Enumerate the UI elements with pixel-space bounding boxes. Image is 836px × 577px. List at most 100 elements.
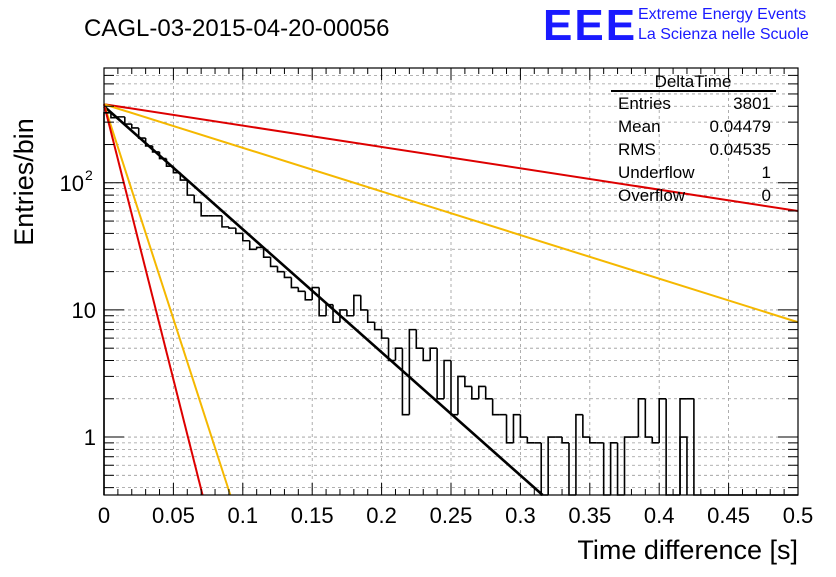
histogram-bin (325, 303, 334, 316)
x-tick-label: 0.1 (228, 503, 259, 528)
histogram-bin (623, 436, 632, 495)
histogram-bin (110, 112, 118, 119)
histogram-bin (221, 215, 229, 228)
histogram-bin (429, 347, 438, 361)
histogram-bin (137, 127, 146, 139)
histogram-bin (484, 386, 493, 400)
x-tick-label: 0.35 (568, 503, 611, 528)
histogram-bin (443, 359, 451, 399)
histogram-bin (401, 348, 410, 416)
histogram-bin (366, 309, 375, 324)
y-tick-label: 10 (72, 298, 96, 323)
fit-curve (103, 103, 799, 212)
histogram-bin (471, 386, 479, 400)
x-tick-label: 0.05 (152, 503, 195, 528)
histogram-bin (200, 202, 209, 217)
histogram-bin (658, 397, 667, 443)
stats-label-overflow: Overflow (618, 186, 686, 205)
histogram-bin (158, 151, 167, 160)
stats-label-underflow: Underflow (618, 163, 695, 182)
chart-title: CAGL-03-2015-04-20-00056 (84, 15, 390, 42)
histogram-bin (616, 442, 625, 496)
histogram-bin (276, 266, 285, 273)
grid (104, 68, 798, 495)
histogram-bin (589, 437, 597, 444)
histogram-bin (679, 397, 687, 495)
eee-logo-mark: EEE (543, 1, 637, 50)
fit-curve (103, 103, 799, 324)
histogram-bin (457, 375, 465, 415)
histogram-bin (380, 329, 389, 339)
axis-ticks: 0 0.05 0.1 0.15 0.2 0.25 0.3 0.35 0.4 0.45 0.51101… (60, 68, 814, 528)
histogram-bin (186, 180, 195, 196)
stats-value-underflow: 1 (762, 163, 771, 182)
histogram-bin (491, 398, 500, 416)
histogram-bin (665, 398, 674, 496)
histogram-bin (547, 436, 556, 495)
histogram-bin (339, 309, 347, 323)
histogram-bin (505, 414, 514, 444)
x-tick-label: 0 (98, 503, 110, 528)
histogram-bin (255, 246, 264, 250)
x-tick-label: 0.5 (783, 503, 814, 528)
histogram-bin (415, 329, 424, 349)
histogram-bin (332, 304, 340, 324)
logo-line-1: Extreme Energy Events (638, 6, 806, 23)
histogram-bin (179, 172, 188, 181)
histogram-bin (269, 257, 278, 268)
x-tick-label: 0.4 (644, 503, 675, 528)
histogram-bin (387, 338, 396, 362)
stats-title: DeltaTime (655, 72, 732, 91)
histogram-bin (353, 294, 361, 316)
histogram-bin (609, 442, 618, 495)
histogram-bin (637, 397, 646, 438)
y-tick-label-exponent: 2 (85, 167, 93, 183)
histogram-bin (408, 328, 417, 415)
histogram-bin (318, 287, 327, 317)
histogram-bin (575, 413, 583, 495)
histogram-bin (651, 437, 660, 444)
histogram-bin (283, 271, 292, 279)
fit-curve (103, 103, 204, 496)
histogram-bin (644, 398, 653, 438)
histogram-bin (526, 437, 535, 444)
histogram-bin (117, 116, 125, 118)
histogram-bin (130, 124, 139, 129)
histogram-bin (103, 112, 111, 495)
histogram-bin (359, 295, 368, 311)
histogram-bin (165, 158, 174, 168)
x-axis-label: Time difference [s] (577, 535, 798, 565)
histogram-bin (346, 309, 354, 317)
x-tick-label: 0.2 (366, 503, 397, 528)
stats-value-overflow: 0 (762, 186, 771, 205)
histogram-bin (679, 436, 688, 495)
histogram-bin (193, 195, 202, 204)
histogram-bin (172, 166, 181, 174)
fit-curves (103, 103, 799, 496)
stats-box: DeltaTime Entries 3801 Mean 0.04479 RMS … (611, 72, 776, 205)
histogram-bin (519, 414, 528, 438)
x-tick-label: 0.3 (505, 503, 536, 528)
histogram-bin (602, 442, 611, 496)
stats-value-mean: 0.04479 (710, 117, 771, 136)
histogram-bin (228, 226, 236, 229)
histogram-bin (290, 277, 299, 289)
histogram-bin (373, 322, 382, 331)
fit-curve (103, 105, 544, 496)
histogram-bin (297, 287, 306, 293)
stats-value-entries: 3801 (733, 94, 771, 113)
stats-label-mean: Mean (618, 117, 661, 136)
histogram-bin (561, 437, 569, 444)
histogram-bin (464, 376, 472, 388)
histogram-bin (693, 398, 701, 496)
histogram-bin (151, 145, 160, 153)
fit-curve (103, 103, 232, 496)
histogram-bin (436, 348, 445, 400)
histogram-bin (568, 442, 576, 496)
histogram-bin (242, 233, 250, 242)
stats-label-entries: Entries (618, 94, 671, 113)
histogram-bin (394, 347, 403, 361)
histogram-bin (477, 385, 486, 399)
x-tick-label: 0.45 (707, 503, 750, 528)
